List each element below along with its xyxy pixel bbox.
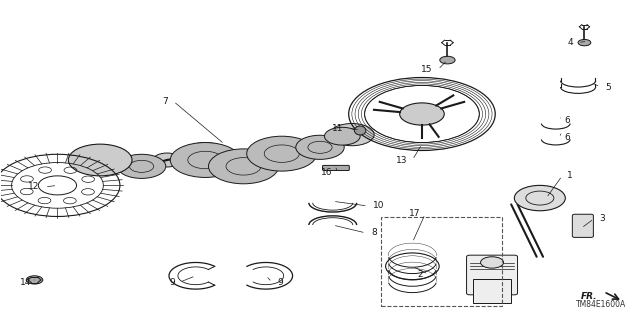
Circle shape [324, 127, 360, 145]
Circle shape [481, 257, 504, 268]
Circle shape [259, 142, 304, 165]
Text: 13: 13 [396, 156, 407, 164]
Text: 16: 16 [321, 168, 333, 177]
Circle shape [578, 39, 591, 46]
Bar [473, 279, 511, 303]
Circle shape [296, 135, 344, 159]
Circle shape [119, 155, 164, 178]
Circle shape [183, 142, 228, 165]
Text: 9: 9 [169, 278, 175, 287]
Circle shape [117, 154, 166, 178]
Circle shape [153, 153, 181, 167]
Text: 6: 6 [564, 116, 570, 125]
Circle shape [399, 103, 444, 125]
FancyBboxPatch shape [572, 214, 593, 237]
Text: 11: 11 [332, 124, 344, 133]
Text: 14: 14 [20, 278, 31, 287]
Text: 12: 12 [28, 182, 40, 191]
Circle shape [440, 56, 455, 64]
FancyBboxPatch shape [323, 165, 349, 171]
Text: 15: 15 [421, 65, 433, 74]
Circle shape [209, 149, 278, 184]
Text: 8: 8 [371, 228, 377, 237]
Text: 5: 5 [605, 83, 611, 92]
Text: 1: 1 [567, 172, 573, 180]
Text: FR.: FR. [580, 292, 597, 301]
Text: 17: 17 [408, 209, 420, 219]
Circle shape [330, 124, 374, 146]
Circle shape [230, 159, 257, 173]
Circle shape [170, 142, 241, 178]
Text: 2: 2 [418, 270, 423, 279]
Text: 10: 10 [373, 202, 385, 211]
FancyBboxPatch shape [467, 255, 518, 295]
Circle shape [68, 144, 132, 176]
Circle shape [515, 185, 565, 211]
Circle shape [26, 276, 43, 284]
Circle shape [306, 137, 334, 151]
Ellipse shape [355, 126, 366, 135]
Text: 7: 7 [163, 97, 168, 106]
Circle shape [102, 153, 130, 167]
Text: TM84E1600A: TM84E1600A [575, 300, 626, 309]
Text: 9: 9 [277, 278, 283, 287]
Text: 3: 3 [599, 214, 605, 223]
Circle shape [246, 136, 317, 171]
Text: 4: 4 [567, 38, 573, 47]
Text: 6: 6 [564, 133, 570, 142]
